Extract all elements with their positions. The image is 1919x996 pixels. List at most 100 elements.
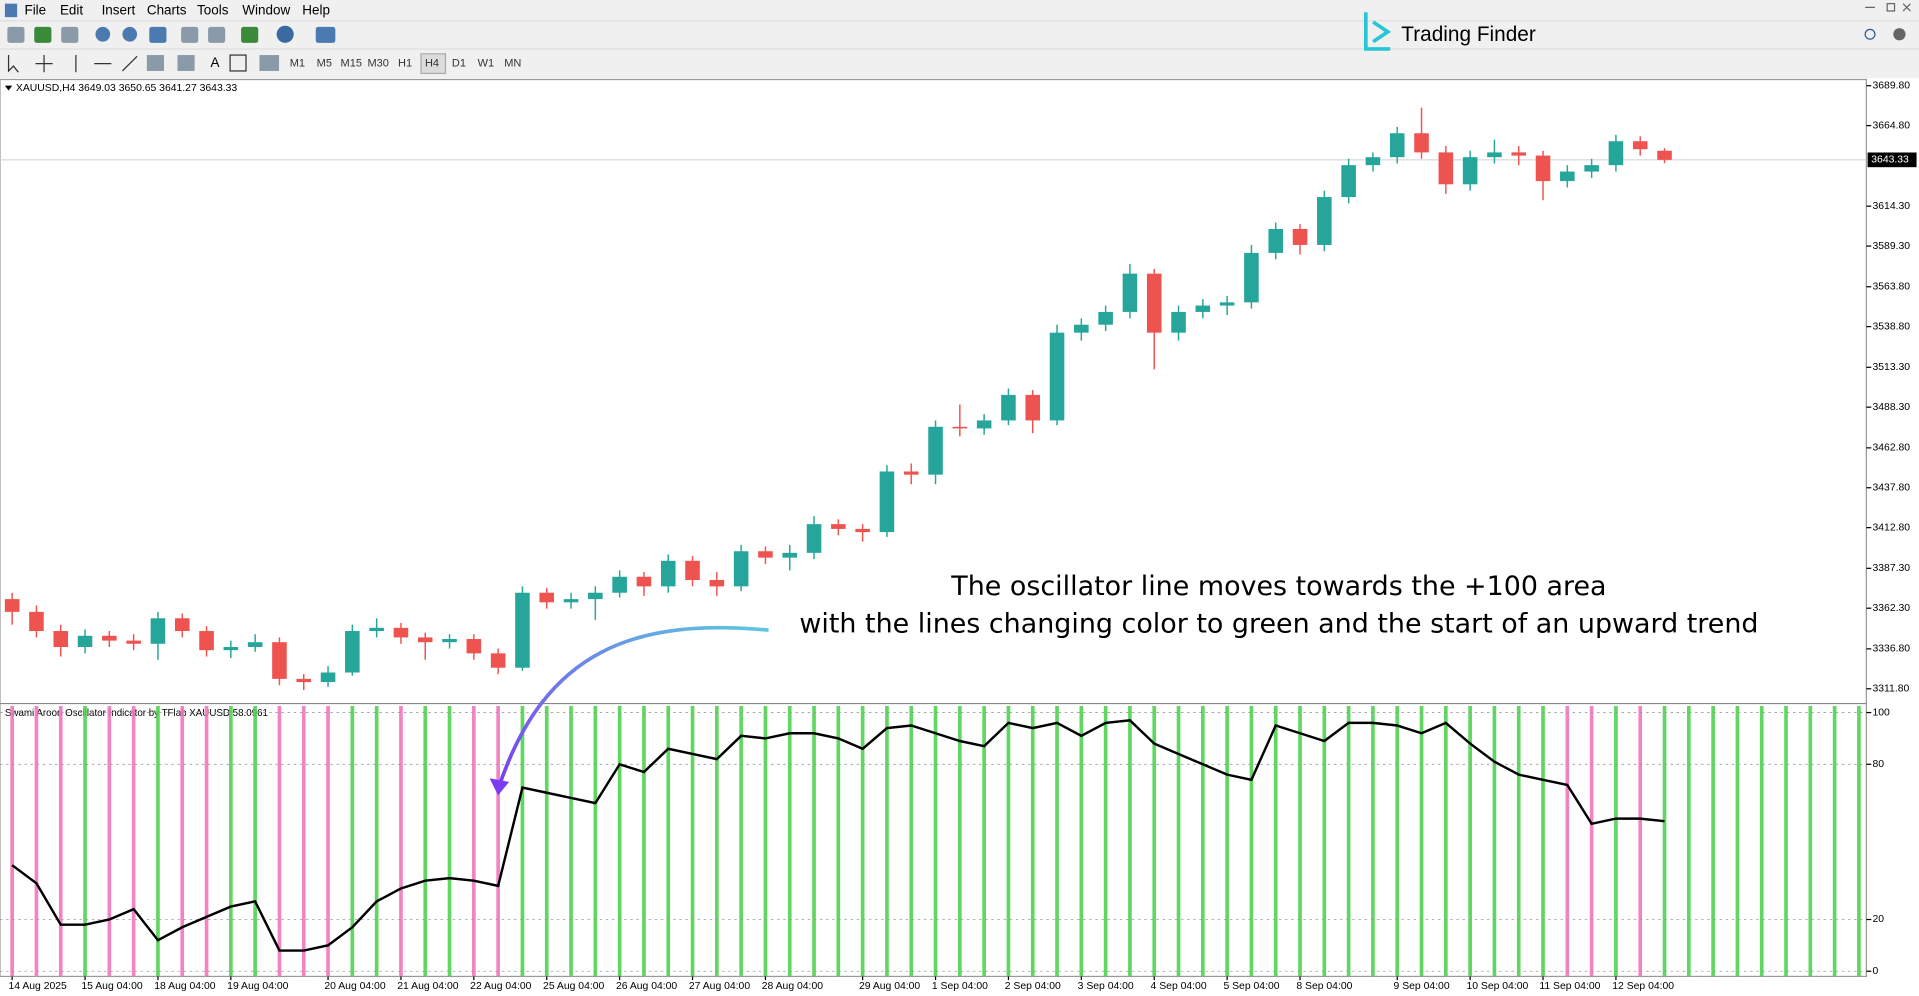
icon[interactable] bbox=[229, 54, 247, 72]
last-price-box bbox=[1867, 152, 1917, 168]
candle-body bbox=[903, 471, 919, 475]
icon[interactable] bbox=[95, 26, 111, 42]
candle-body bbox=[660, 560, 676, 587]
y-tick-label: 3614.30 bbox=[1872, 201, 1910, 212]
timeframe-button[interactable]: MN bbox=[504, 58, 521, 70]
x-tick-label: 5 Sep 04:00 bbox=[1223, 981, 1279, 992]
candle-body bbox=[1632, 141, 1648, 150]
icon[interactable] bbox=[276, 25, 294, 43]
candle-body bbox=[320, 672, 336, 683]
settings-icon[interactable] bbox=[1893, 28, 1906, 41]
timeframe-button[interactable]: H4 bbox=[425, 58, 439, 70]
x-tick-label: 3 Sep 04:00 bbox=[1078, 981, 1134, 992]
timeframe-button[interactable]: D1 bbox=[452, 58, 466, 70]
candle-body bbox=[1049, 332, 1065, 421]
icon[interactable] bbox=[122, 26, 138, 42]
timeframe-active bbox=[420, 53, 447, 75]
menu-item[interactable]: Edit bbox=[60, 3, 83, 18]
candle-body bbox=[733, 551, 749, 587]
candle-body bbox=[1195, 305, 1211, 312]
candle-body bbox=[296, 678, 312, 683]
timeframe-button[interactable]: H1 bbox=[398, 58, 412, 70]
candle-body bbox=[369, 627, 384, 632]
x-tick-label: 1 Sep 04:00 bbox=[932, 981, 988, 992]
timeframe-button[interactable]: M15 bbox=[341, 58, 362, 70]
x-tick-label: 28 Aug 04:00 bbox=[762, 981, 823, 992]
candle-body bbox=[199, 631, 214, 651]
x-tick-label: 22 Aug 04:00 bbox=[470, 981, 531, 992]
icon[interactable] bbox=[149, 26, 167, 43]
candle-body bbox=[952, 426, 968, 429]
icon[interactable] bbox=[7, 26, 25, 43]
y-tick-label: 100 bbox=[1872, 707, 1890, 718]
icon[interactable] bbox=[181, 26, 199, 43]
timeframe-button[interactable]: M1 bbox=[290, 58, 305, 70]
candle-body bbox=[29, 611, 44, 632]
x-tick-label: 15 Aug 04:00 bbox=[81, 981, 142, 992]
oscillator-line bbox=[11, 719, 1665, 952]
candle-body bbox=[174, 618, 190, 632]
candle-body bbox=[831, 524, 846, 529]
candle-body bbox=[247, 642, 263, 647]
candle-body bbox=[77, 635, 93, 647]
candle-body bbox=[1074, 324, 1089, 333]
timeframe-button[interactable]: W1 bbox=[478, 58, 495, 70]
candle-body bbox=[1535, 155, 1551, 182]
icon[interactable] bbox=[259, 55, 280, 71]
candle-body bbox=[563, 599, 579, 603]
window-controls[interactable] bbox=[1865, 3, 1911, 12]
icon[interactable] bbox=[208, 26, 226, 43]
timeframe-button[interactable]: M5 bbox=[317, 58, 332, 70]
y-tick-label: 3488.30 bbox=[1872, 402, 1910, 413]
x-tick-label: 26 Aug 04:00 bbox=[616, 981, 677, 992]
candle-body bbox=[636, 576, 652, 587]
icon[interactable] bbox=[61, 26, 79, 43]
candle-body bbox=[1098, 311, 1113, 325]
logo-text: Trading Finder bbox=[1401, 23, 1536, 46]
y-tick-label: 3513.30 bbox=[1872, 362, 1910, 373]
candle-body bbox=[272, 642, 287, 679]
y-tick-label: 0 bbox=[1872, 966, 1878, 977]
logo: Trading Finder bbox=[1363, 12, 1536, 51]
icon[interactable] bbox=[34, 26, 52, 43]
search-icon[interactable] bbox=[1864, 28, 1876, 40]
candle-body bbox=[490, 653, 506, 668]
menu-item[interactable]: Charts bbox=[147, 3, 187, 18]
candle-body bbox=[1001, 394, 1016, 421]
chart-header: XAUUSD,H4 3649.03 3650.65 3641.27 3643.3… bbox=[16, 83, 238, 94]
icon[interactable] bbox=[146, 55, 164, 71]
y-tick-label: 3462.80 bbox=[1872, 443, 1910, 454]
icon[interactable] bbox=[75, 55, 138, 73]
icon[interactable] bbox=[7, 55, 19, 73]
x-tick-label: 11 Sep 04:00 bbox=[1539, 981, 1600, 992]
candle-body bbox=[150, 618, 166, 644]
icon[interactable] bbox=[177, 55, 195, 71]
menu-item[interactable]: Tools bbox=[197, 3, 229, 18]
menu-item[interactable]: Insert bbox=[102, 3, 136, 18]
last-price-label: 3643.33 bbox=[1871, 155, 1909, 166]
icon[interactable] bbox=[35, 55, 53, 73]
candle-body bbox=[1511, 152, 1527, 156]
candle-body bbox=[1414, 133, 1429, 153]
icon[interactable] bbox=[315, 26, 336, 43]
candle-body bbox=[345, 631, 360, 673]
logo-mark bbox=[1363, 12, 1392, 51]
menu-item[interactable]: File bbox=[24, 3, 46, 18]
candle-body bbox=[1025, 394, 1041, 421]
candle-body bbox=[1462, 157, 1478, 185]
timeframe-button[interactable]: M30 bbox=[367, 58, 388, 70]
candle-body bbox=[1244, 252, 1259, 303]
y-tick-label: 3387.30 bbox=[1872, 563, 1910, 574]
x-tick-label: 2 Sep 04:00 bbox=[1005, 981, 1061, 992]
candle-body bbox=[1438, 152, 1454, 185]
icon[interactable]: A bbox=[211, 55, 220, 70]
candle-body bbox=[928, 426, 943, 475]
icon[interactable] bbox=[241, 26, 259, 43]
x-tick-label: 29 Aug 04:00 bbox=[859, 981, 920, 992]
candle-body bbox=[223, 646, 239, 651]
menu-item[interactable]: Help bbox=[302, 3, 330, 18]
menu-item[interactable]: Window bbox=[242, 3, 290, 18]
x-tick-label: 25 Aug 04:00 bbox=[543, 981, 604, 992]
candle-body bbox=[709, 579, 725, 587]
